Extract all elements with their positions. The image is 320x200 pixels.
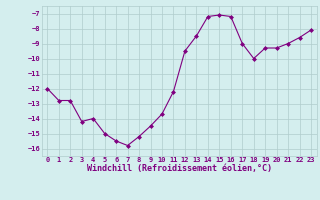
X-axis label: Windchill (Refroidissement éolien,°C): Windchill (Refroidissement éolien,°C) xyxy=(87,164,272,173)
